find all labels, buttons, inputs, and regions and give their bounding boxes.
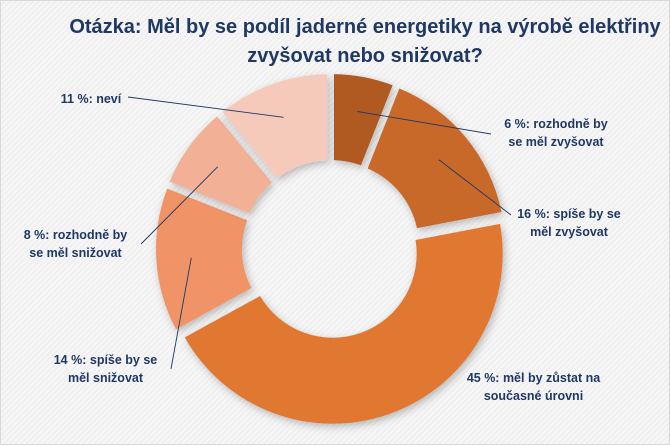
data-label-line: současné úrovni <box>483 389 584 403</box>
leader-line-0 <box>357 111 492 135</box>
data-label-5: 11 %: neví <box>51 90 131 108</box>
data-label-line: měl snižovat <box>67 371 144 385</box>
leader-line-3 <box>170 257 192 370</box>
slice-2 <box>184 223 503 424</box>
data-label-line: se měl zvyšovat <box>508 135 604 149</box>
leader-line-5 <box>127 96 284 118</box>
data-label-line: 11 %: neví <box>60 92 122 106</box>
data-label-2: 45 %: měl by zůstat na současné úrovni <box>451 369 616 405</box>
data-label-line: 6 %: rozhodně by <box>504 117 608 131</box>
slice-3 <box>156 188 252 330</box>
data-label-line: 8 %: rozhodně by <box>23 228 128 242</box>
chart-title: Otázka: Měl by se podíl jaderné energeti… <box>69 16 661 67</box>
data-label-line: měl zvyšovat <box>530 225 608 239</box>
slice-0 <box>333 74 393 166</box>
data-label-1: 16 %: spíše by se měl zvyšovat <box>509 205 629 241</box>
data-label-line: 16 %: spíše by se <box>517 207 621 221</box>
data-label-4: 8 %: rozhodně by se měl snižovat <box>13 226 138 262</box>
data-label-line: se měl snižovat <box>29 246 122 260</box>
leader-line-1 <box>438 159 512 216</box>
data-label-line: 45 %: měl by zůstat na <box>466 371 601 385</box>
data-label-line: 14 %: spíše by se <box>53 353 158 367</box>
data-label-0: 6 %: rozhodně by se měl zvyšovat <box>496 115 616 151</box>
slice-5 <box>222 74 328 179</box>
data-label-3: 14 %: spíše by se měl snižovat <box>43 351 168 387</box>
slice-1 <box>367 88 502 229</box>
leader-line-4 <box>140 166 219 245</box>
